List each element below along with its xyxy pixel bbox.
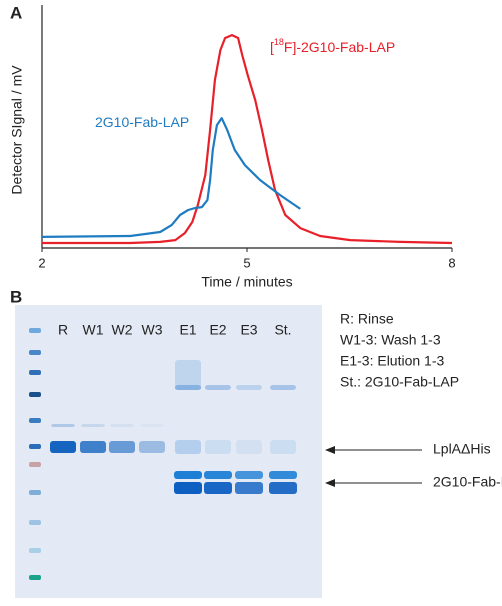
gel-band [269,471,297,479]
gel-band [140,424,164,427]
legend-text: E1-3: Elution 1-3 [340,353,444,369]
gel-band [204,471,232,479]
annotation-part: F]-2G10-Fab-LAP [284,39,395,55]
x-axis-label: Time / minutes [201,274,292,290]
panel-label: B [10,287,22,306]
arrow-head [325,479,335,487]
ladder-band [29,520,41,525]
legend-text: St.: 2G10-Fab-LAP [340,374,459,390]
x-tick-label: 5 [243,255,250,270]
ladder-band [29,575,41,580]
lane-label: E3 [240,322,257,338]
gel-band [175,440,201,454]
gel-band [174,471,202,479]
gel-band [174,482,202,494]
ladder-band [29,392,41,397]
gel-band [235,471,263,479]
arrow-label: 2G10-Fab-LAP [433,474,502,490]
gel-band [81,424,105,427]
gel-band [236,385,262,390]
annotation-part: 18 [274,37,284,47]
panel-label: A [10,3,22,22]
ladder-band [29,370,41,375]
ladder-band [29,328,41,333]
legend-text: R: Rinse [340,311,394,327]
gel-band [269,482,297,494]
gel-band [175,360,201,390]
ladder-band [29,548,41,553]
ladder-band [29,350,41,355]
y-axis-label: Detector SIgnal / mV [9,65,25,195]
ladder-band [29,462,41,467]
ladder-band [29,490,41,495]
gel-band [205,440,231,454]
arrow-label: LplAΔHis [433,441,491,457]
annotation: [18F]-2G10-Fab-LAP [270,37,395,54]
line-series [41,117,301,238]
legend-text: W1-3: Wash 1-3 [340,332,441,348]
gel-band [109,441,135,453]
gel-band [51,424,75,427]
gel-band [50,441,76,453]
arrow-head [325,446,335,454]
lane-label: R [58,322,68,338]
lane-label: E1 [179,322,196,338]
ladder-band [29,444,41,449]
gel-band [80,441,106,453]
lane-label: W2 [112,322,133,338]
gel-band [270,440,296,454]
line-series [42,34,453,245]
annotation-part: [ [270,39,274,55]
annotation: 2G10-Fab-LAP [95,114,189,130]
annotation-part: 2G10-Fab-LAP [95,114,189,130]
gel-band [110,424,134,427]
ladder-band [29,418,41,423]
x-tick-label: 2 [38,255,45,270]
lane-label: W1 [83,322,104,338]
gel-band [204,482,232,494]
x-tick-label: 8 [448,255,455,270]
gel-band [139,441,165,453]
gel: R W1 W2 W3 E1 E2 E3 St. [15,305,322,598]
lane-label: W3 [142,322,163,338]
gel-band [235,482,263,494]
gel-band [205,385,231,390]
gel-band [270,385,296,390]
lane-label: E2 [209,322,226,338]
lane-label: St. [274,322,291,338]
gel-band [236,440,262,454]
